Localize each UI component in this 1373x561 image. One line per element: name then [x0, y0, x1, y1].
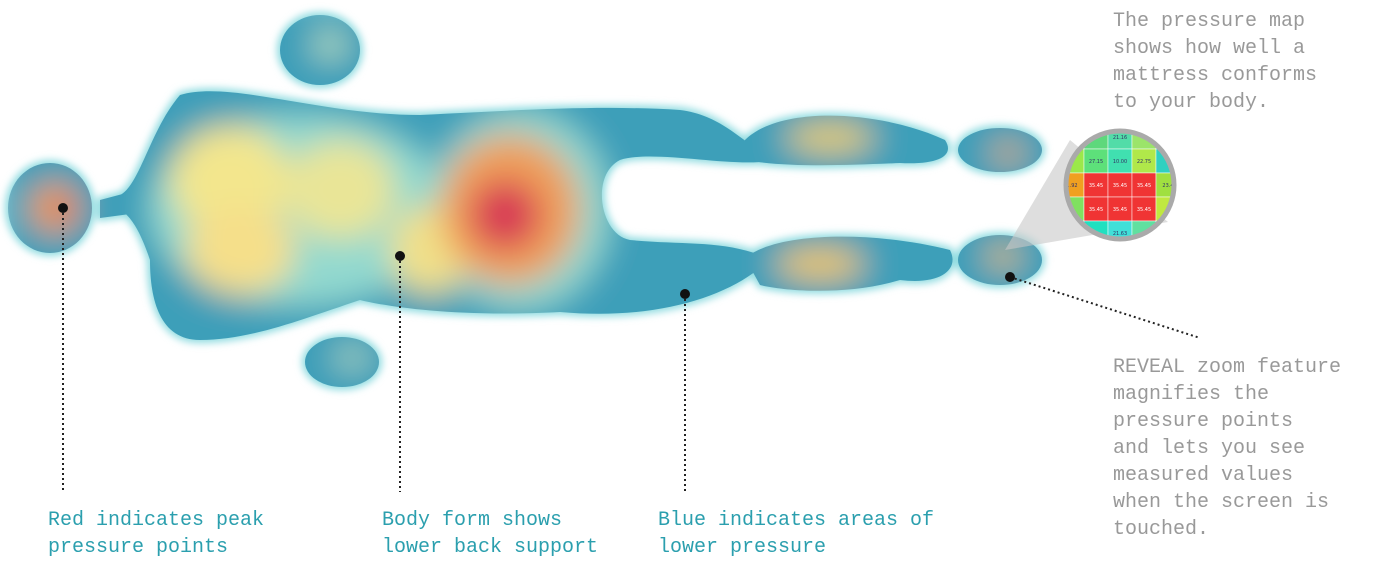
zoom-value: 35.45: [1113, 183, 1127, 189]
pointer-lines: [62, 208, 1201, 492]
zoom-value: 35.45: [1113, 207, 1127, 213]
zoom-value: 1.92: [1066, 183, 1077, 189]
zoom-value: 35.45: [1137, 183, 1151, 189]
intro-text: The pressure map shows how well a mattress…: [1113, 8, 1317, 116]
zoom-value: 23.4: [1162, 183, 1173, 189]
text-line: and lets you see: [1113, 437, 1306, 460]
text-line: mattress conforms: [1113, 64, 1318, 87]
zoom-cell: [1107, 196, 1133, 222]
zoom-value: 10.00: [1113, 159, 1127, 165]
text-line: to your body.: [1113, 91, 1270, 114]
zoom-value: 35.45: [1137, 207, 1151, 213]
body-label: Body form shows lower back support: [382, 507, 598, 561]
text-line: measured values: [1113, 464, 1294, 487]
zoom-value: 21.16: [1113, 135, 1127, 141]
zoom-cell: [1107, 148, 1133, 174]
zoom-cell: [1107, 172, 1133, 198]
zoom-value: 35.45: [1089, 207, 1103, 213]
zoom-lens: [1063, 128, 1177, 242]
zoom-value: 22.75: [1137, 159, 1151, 165]
zoom-cell: [1083, 148, 1109, 174]
zoom-grid: 21.16 27.15 10.00 22.75 1.92 35.45 35.45 35.45 2…: [1066, 133, 1173, 237]
zoom-value: 27.15: [1089, 159, 1103, 165]
text-line: touched.: [1113, 518, 1210, 541]
text-line: magnifies the: [1113, 383, 1270, 406]
text-line: Body form shows: [382, 509, 563, 532]
blue-label: Blue indicates areas of lower pressure: [658, 507, 934, 561]
zoom-cell: [1131, 148, 1157, 174]
text-line: shows how well a: [1113, 37, 1306, 60]
text-line: REVEAL zoom feature: [1113, 356, 1342, 379]
text-line: Red indicates peak: [48, 509, 265, 532]
text-line: pressure points: [48, 536, 229, 559]
red-label: Red indicates peak pressure points: [48, 507, 264, 561]
text-line: when the screen is: [1113, 491, 1330, 514]
text-line: pressure points: [1113, 410, 1294, 433]
zoom-text: REVEAL zoom feature magnifies the pressure…: [1113, 354, 1341, 543]
zoom-cell: [1131, 196, 1157, 222]
text-line: lower pressure: [658, 536, 827, 559]
zoom-value: 21.63: [1113, 231, 1127, 237]
pointer-dots: [58, 203, 1015, 299]
text-line: Blue indicates areas of: [658, 509, 935, 532]
text-line: lower back support: [382, 536, 599, 559]
text-line: The pressure map: [1113, 10, 1306, 33]
zoom-value: 35.45: [1089, 183, 1103, 189]
